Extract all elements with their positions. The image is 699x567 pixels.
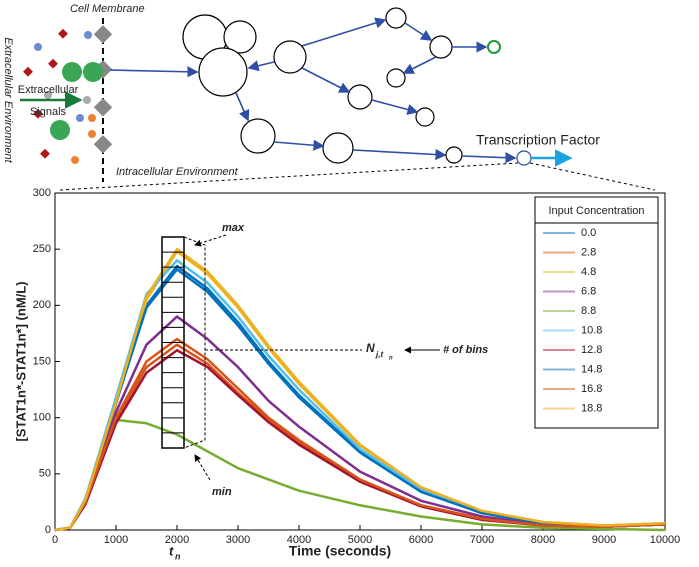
series-line: [54, 247, 666, 532]
legend-label: 14.8: [581, 363, 602, 375]
legend-label: 12.8: [581, 344, 602, 356]
x-tick-label: 10000: [650, 534, 681, 546]
x-tick-label: 0: [52, 534, 58, 546]
legend-label: 2.8: [581, 246, 596, 258]
y-tick-label: 150: [33, 355, 51, 367]
nodes: [182, 7, 532, 166]
label: Cell Membrane: [70, 3, 145, 15]
y-axis-label: [STAT1n*-STAT1n*] (nM/L): [13, 281, 28, 441]
x-axis-label: Time (seconds): [289, 543, 391, 559]
y-tick-label: 250: [33, 243, 51, 255]
label: Extracellular Environment: [2, 37, 14, 163]
x-tick-label: 4000: [287, 534, 311, 546]
diagram: Cell Membrane Extracellular Environment …: [2, 3, 656, 191]
x-tick-label: 6000: [409, 534, 433, 546]
pointer: [194, 234, 227, 247]
annotation: n: [175, 551, 181, 561]
x-tick-label: 9000: [592, 534, 616, 546]
y-tick-label: 0: [45, 524, 51, 536]
series-line: [54, 418, 666, 532]
annotation: t: [169, 543, 174, 558]
zoom-line: [59, 162, 519, 191]
x-tick-label: 1000: [104, 534, 128, 546]
label: Intracellular Environment: [116, 166, 239, 178]
y-tick-label: 100: [33, 412, 51, 424]
y-tick-label: 300: [33, 187, 51, 199]
legend-label: 0.0: [581, 227, 596, 239]
x-tick-label: 8000: [531, 534, 555, 546]
edges: [109, 17, 517, 164]
y-tick-label: 200: [33, 299, 51, 311]
zoom-line: [529, 162, 656, 191]
legend-label: 8.8: [581, 305, 596, 317]
x-tick-label: 3000: [226, 534, 250, 546]
annotation: # of bins: [443, 344, 488, 356]
series-line: [54, 337, 666, 532]
annotation: N: [366, 341, 375, 355]
y-tick-label: 50: [39, 468, 51, 480]
label: Signals: [30, 106, 67, 118]
x-tick-label: 7000: [470, 534, 494, 546]
legend-label: 18.8: [581, 402, 602, 414]
label: Extracellular: [18, 84, 79, 96]
molecules: [23, 28, 103, 164]
annotation: j,t: [375, 350, 383, 359]
annotation: max: [222, 222, 245, 234]
x-tick-label: 5000: [348, 534, 372, 546]
pointer: [194, 454, 211, 481]
x-tick-label: 2000: [165, 534, 189, 546]
legend-label: 16.8: [581, 383, 602, 395]
legend-title: Input Concentration: [548, 205, 644, 217]
annotation: min: [212, 486, 232, 498]
legend-label: 4.8: [581, 266, 596, 278]
legend-label: 6.8: [581, 285, 596, 297]
annotation: n: [389, 356, 393, 362]
legend-label: 10.8: [581, 324, 602, 336]
label: Transcription Factor: [476, 132, 600, 148]
